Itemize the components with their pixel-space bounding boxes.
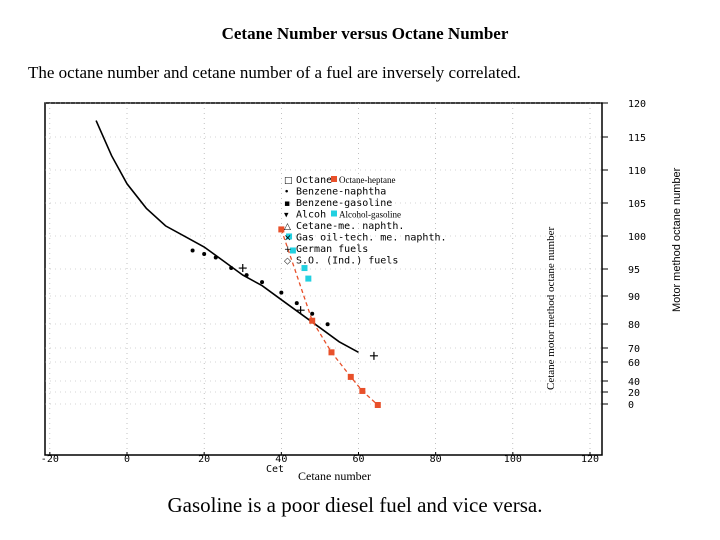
y-tick-label: 40 <box>628 377 640 388</box>
x-tick-label: -20 <box>41 454 59 465</box>
legend-marker: □ <box>284 176 293 186</box>
legend-label: Benzene-naphtha <box>296 187 386 198</box>
data-point <box>374 402 381 408</box>
data-point <box>229 266 234 271</box>
legend-marker: △ <box>284 222 291 232</box>
y-tick-label: 80 <box>628 320 640 331</box>
data-point <box>238 264 247 273</box>
y-tick-label: 110 <box>628 166 646 177</box>
data-point <box>278 226 285 233</box>
slide-subtitle: The octane number and cetane number of a… <box>28 63 521 82</box>
data-point <box>294 301 299 306</box>
x-tick-label: 0 <box>124 454 130 465</box>
y-tick-label: 100 <box>628 232 646 243</box>
legend-marker: ◇ <box>284 257 291 267</box>
legend-marker: • <box>284 188 289 198</box>
legend-label: S.O. (Ind.) fuels <box>296 256 398 267</box>
data-point <box>289 247 296 254</box>
legend-marker: × <box>284 234 292 244</box>
data-point <box>309 317 316 324</box>
slide-title: Cetane Number versus Octane Number <box>221 24 509 43</box>
y-tick-label: 120 <box>628 99 646 110</box>
legend-label: Octane <box>296 175 332 186</box>
legend-color-swatch <box>331 176 337 182</box>
data-point <box>202 252 207 256</box>
x-axis-label-bottom: Cet <box>266 464 284 475</box>
y-tick-label: 105 <box>628 199 646 210</box>
data-point <box>328 349 335 356</box>
data-point <box>369 351 378 360</box>
legend-annotation: Alcohol-gasoline <box>339 210 401 220</box>
plot-frame <box>44 102 603 456</box>
data-point <box>279 290 284 295</box>
legend-label: German fuels <box>296 244 368 255</box>
x-tick-label: 40 <box>275 454 287 465</box>
octane-heptane-dashed-curve <box>280 229 379 406</box>
legend-color-swatch <box>331 210 337 217</box>
legend-label: Cetane-me. naphth. <box>296 221 404 232</box>
legend-marker: ▾ <box>284 211 289 221</box>
x-tick-label: 100 <box>504 454 522 465</box>
data-point <box>310 311 315 316</box>
data-points <box>190 226 381 408</box>
data-point <box>190 248 195 253</box>
data-point <box>244 273 249 278</box>
y-tick-label: 115 <box>628 133 646 144</box>
data-point <box>260 280 265 285</box>
data-point <box>325 322 330 327</box>
y-axis-label-outer: Motor method octane number <box>671 167 683 312</box>
y-tick-label: 90 <box>628 292 640 303</box>
gridlines <box>45 102 602 455</box>
slide-caption: Gasoline is a poor diesel fuel and vice … <box>167 493 543 517</box>
data-point <box>305 275 312 282</box>
x-tick-labels: -20 0 20 40 60 80 100 120 <box>41 452 599 465</box>
data-point <box>296 306 305 315</box>
legend-marker: + <box>284 245 292 255</box>
legend-annotation: Octane-heptane <box>339 175 395 185</box>
legend-marker: ▪ <box>284 199 290 209</box>
legend-label: Gas oil-tech. me. naphth. <box>296 233 447 244</box>
legend: □ Octane Octane-heptane • Benzene-naphtha ▪ Be… <box>284 175 447 267</box>
data-point <box>347 373 354 380</box>
y-axis-label-inner: Cetane motor method octane number <box>545 227 557 390</box>
x-tick-label: 60 <box>352 454 364 465</box>
x-tick-label: 120 <box>581 454 599 465</box>
y-tick-label: 70 <box>628 344 640 355</box>
y-tick-label: 60 <box>628 358 640 369</box>
y-tick-label: 20 <box>628 388 640 399</box>
legend-label: Benzene-gasoline <box>296 198 392 209</box>
y-tick-label: 0 <box>628 400 634 411</box>
x-tick-label: 80 <box>430 454 442 465</box>
y-tick-label: 95 <box>628 265 640 276</box>
data-point <box>286 233 293 240</box>
x-tick-label: 20 <box>198 454 210 465</box>
data-point <box>359 387 366 394</box>
data-point <box>301 265 308 272</box>
legend-label: Alcoh <box>296 210 326 221</box>
data-point <box>213 255 218 260</box>
x-axis-label-top: Cetane number <box>298 469 371 483</box>
